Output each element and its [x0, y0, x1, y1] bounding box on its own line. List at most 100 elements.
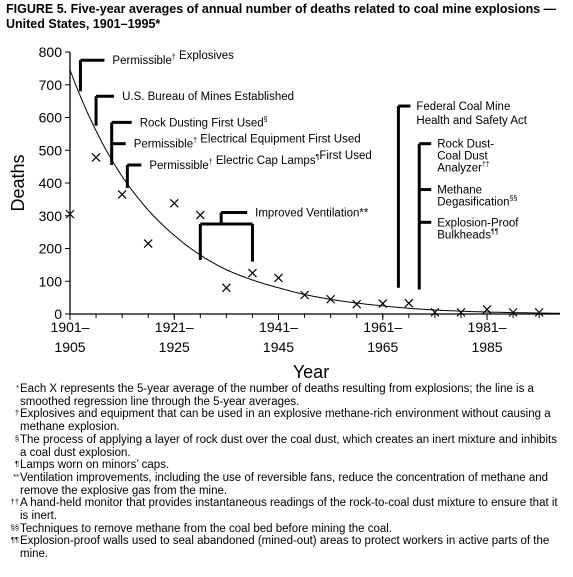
- annotation-label: Permissible† Explosives: [112, 50, 234, 67]
- data-point-stroke: [91, 153, 101, 162]
- data-point-x: [404, 298, 414, 308]
- data-point-stroke: [117, 190, 127, 199]
- y-tick-label: 300: [39, 208, 63, 224]
- x-tick-label: 1945: [263, 339, 294, 355]
- x-tick-label: 1961–: [363, 319, 402, 335]
- data-point-stroke: [456, 307, 466, 317]
- annotation-label: Rock Dust-: [437, 139, 494, 151]
- footnote-text: Lamps worn on minors’ caps.: [20, 459, 170, 472]
- x-tick-label: 1941–: [259, 319, 298, 335]
- data-point-x: [378, 299, 388, 308]
- x-tick-label: 1981–: [468, 319, 507, 335]
- footnote: §§ Techniques to remove methane from the …: [6, 523, 566, 536]
- footnote-text: Explosion-proof walls used to seal aband…: [20, 535, 550, 561]
- data-point-stroke: [274, 273, 283, 283]
- annotation-label: Improved Ventilation**: [255, 207, 369, 219]
- footnote: † Explosives and equipment that can be us…: [6, 408, 566, 433]
- x-tick-label: 1901–: [51, 319, 90, 335]
- y-tick-label: 600: [39, 110, 63, 126]
- data-point-stroke: [169, 198, 179, 208]
- data-point-stroke: [195, 210, 205, 220]
- data-point-stroke: [248, 268, 257, 278]
- chart: 0 100 200 300 400 500 600 700 800 1901– 1905 1921– 1…: [8, 44, 561, 382]
- footnote-mark: *: [16, 383, 19, 392]
- annotation-label: Bulkheads¶¶: [437, 228, 498, 241]
- data-point-x: [326, 294, 336, 304]
- footnote-mark: ¶: [14, 459, 19, 469]
- data-point-x: [221, 283, 231, 293]
- data-point-stroke: [378, 299, 388, 308]
- annotation-label: Health and Safety Act: [416, 115, 527, 127]
- y-tick-label: 500: [39, 142, 63, 158]
- footnote: § The process of applying a layer of rock…: [6, 434, 566, 459]
- footnote-mark: ¶¶: [10, 535, 19, 545]
- data-point-x: [91, 153, 101, 162]
- annotations-layer: Permissible† Explosives U.S. Bureau of Mi…: [78, 50, 528, 290]
- data-points-layer: [65, 153, 544, 317]
- data-point-stroke: [430, 307, 440, 317]
- annotation-label: Methane: [437, 185, 482, 197]
- y-axis-title: Deaths: [8, 154, 28, 211]
- footnote-mark: §: [14, 433, 19, 443]
- chart-axes: 0 100 200 300 400 500 600 700 800 1901– 1905 1921– 1…: [39, 44, 560, 355]
- annotation-label: Federal Coal Mine: [416, 101, 510, 113]
- footnote-mark: §§: [10, 522, 19, 532]
- data-point-stroke: [404, 298, 414, 308]
- annotation-label: Degasification§§: [437, 196, 517, 209]
- footnote: ¶ Lamps worn on minors’ caps.: [6, 459, 566, 472]
- y-tick-label: 400: [39, 175, 63, 191]
- data-point-x: [195, 210, 205, 220]
- annotation-label: Explosion-Proof: [437, 217, 519, 229]
- data-point-stroke: [65, 209, 75, 219]
- data-point-stroke: [300, 290, 309, 300]
- x-tick-label: 1905: [54, 339, 85, 355]
- footnote-mark: ††: [10, 497, 19, 507]
- annotation-label: U.S. Bureau of Mines Established: [122, 91, 294, 103]
- y-tick-label: 200: [39, 241, 63, 257]
- footnote-text: Each X represents the 5-year average of …: [20, 383, 534, 408]
- footnote-text: The process of applying a layer of rock …: [20, 433, 557, 459]
- annotation-label: Rock Dusting First Used§: [140, 116, 268, 129]
- regression-curve-layer: [69, 69, 561, 314]
- footnote-text: A hand-held monitor that provides instan…: [20, 497, 558, 523]
- y-tick-label: 700: [39, 77, 63, 93]
- data-point-x: [430, 307, 440, 317]
- x-tick-label: 1921–: [155, 319, 194, 335]
- footnote: * Each X represents the 5-year average of…: [6, 383, 566, 408]
- x-tick-label: 1925: [159, 339, 190, 355]
- data-point-stroke: [482, 304, 492, 314]
- data-point-stroke: [508, 307, 518, 317]
- axis-labels-layer: Year Deaths: [8, 154, 329, 382]
- footnote: ¶¶ Explosion-proof walls used to seal aba…: [6, 535, 566, 560]
- annotation-label: Permissible† Electrical Equipment First …: [134, 134, 361, 151]
- data-point-x: [534, 307, 544, 317]
- footnotes: * Each X represents the 5-year average of…: [6, 383, 566, 561]
- data-point-x: [482, 304, 492, 314]
- data-point-x: [169, 198, 179, 208]
- data-point-x: [352, 299, 362, 309]
- annotation-label: Analyzer††: [437, 162, 490, 175]
- y-tick-label: 800: [39, 44, 63, 60]
- data-point-x: [248, 268, 257, 278]
- data-point-stroke: [221, 283, 231, 293]
- x-axis-title: Year: [293, 362, 329, 382]
- annotation-label: Permissible† Electric Cap Lamps¶First Us…: [149, 150, 371, 172]
- regression-curve: [69, 69, 561, 314]
- figure-title: FIGURE 5. Five-year averages of annual n…: [6, 2, 557, 31]
- data-point-x: [300, 290, 309, 300]
- data-point-stroke: [326, 294, 336, 304]
- footnote-mark: **: [13, 471, 19, 481]
- footnote: †† A hand-held monitor that provides inst…: [6, 497, 566, 522]
- footnote-text: Techniques to remove methane from the co…: [20, 522, 393, 535]
- data-point-stroke: [352, 299, 362, 309]
- data-point-stroke: [534, 307, 544, 317]
- footnote-text: Ventilation improvements, including the …: [20, 471, 549, 497]
- y-tick-label: 100: [39, 273, 63, 289]
- data-point-x: [508, 307, 518, 317]
- x-tick-label: 1965: [367, 339, 398, 355]
- footnote: ** Ventilation improvements, including th…: [6, 472, 566, 497]
- data-point-x: [456, 307, 466, 317]
- footnote-mark: †: [14, 408, 19, 418]
- annotation-label: Coal Dust: [437, 151, 488, 163]
- data-point-x: [117, 190, 127, 199]
